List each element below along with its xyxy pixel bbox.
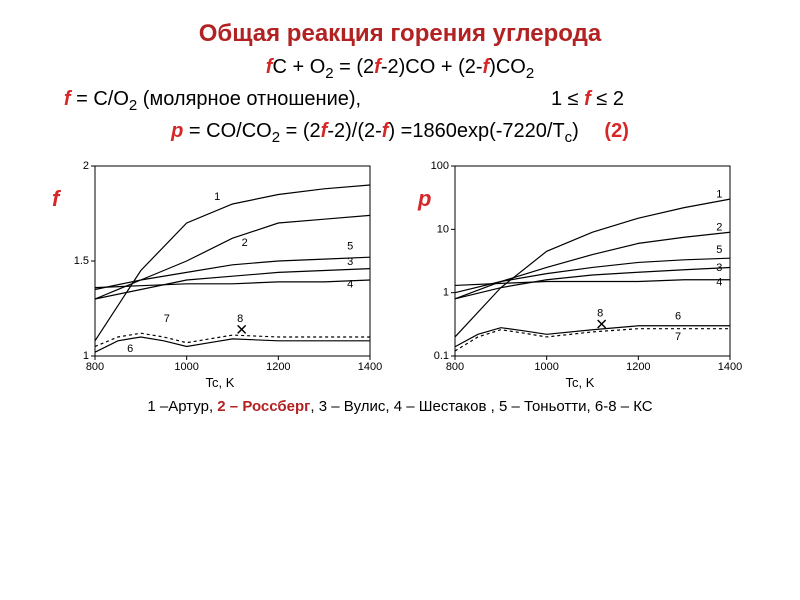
eq-sub2: 2 (325, 65, 333, 82)
chart-left-ylabel: f (52, 186, 59, 212)
svg-text:800: 800 (446, 361, 464, 373)
svg-text:5: 5 (347, 241, 353, 253)
peq-sub2: 2 (272, 129, 280, 146)
svg-text:2: 2 (716, 222, 722, 234)
peq-p3: = (2 (280, 120, 321, 142)
peq-p5: ) =1860exp(-7220/T (388, 120, 564, 142)
p-equation: p = CO/CO2 = (2f-2)/(2-f) =1860exp(-7220… (30, 120, 770, 146)
chart-right-xlabel: Tc, K (566, 375, 595, 390)
f-sym2: f (374, 56, 381, 78)
peq-p1: = CO/CO (183, 120, 271, 142)
svg-text:1: 1 (214, 191, 220, 203)
svg-text:4: 4 (347, 279, 353, 291)
eq-p4: -2)CO + (2- (381, 56, 483, 78)
svg-text:8: 8 (237, 313, 243, 325)
svg-text:10: 10 (437, 223, 449, 235)
svg-text:1000: 1000 (534, 361, 558, 373)
equation-number: (2) (604, 120, 628, 142)
f-sym4: f (64, 88, 71, 110)
f-definition-row: f = C/O2 (молярное отношение), 1 ≤ f ≤ 2 (30, 88, 770, 114)
legend-p1: 1 –Артур, (147, 398, 217, 415)
chart-right-ylabel: p (418, 186, 431, 212)
svg-text:7: 7 (164, 313, 170, 325)
svg-text:1000: 1000 (174, 361, 198, 373)
f-sym5: f (584, 88, 591, 110)
svg-text:7: 7 (675, 331, 681, 343)
svg-text:1: 1 (443, 287, 449, 299)
eq-p3: = (2 (334, 56, 375, 78)
svg-text:1.5: 1.5 (74, 255, 89, 267)
chart-left-xlabel: Tc, K (206, 375, 235, 390)
svg-text:1200: 1200 (266, 361, 290, 373)
fdef-sub: 2 (129, 97, 137, 114)
svg-text:0.1: 0.1 (434, 350, 449, 362)
eq-p5: )CO (489, 56, 526, 78)
legend-p2: , 3 – Вулис, 4 – Шестаков , 5 – Тоньотти… (310, 398, 652, 415)
eq-sub6: 2 (526, 65, 534, 82)
svg-text:6: 6 (675, 310, 681, 322)
peq-p7: ) (572, 120, 579, 142)
fdef-p1: = C/O (71, 88, 129, 110)
svg-text:1400: 1400 (718, 361, 742, 373)
svg-text:2: 2 (242, 237, 248, 249)
svg-text:800: 800 (86, 361, 104, 373)
svg-text:2: 2 (83, 160, 89, 172)
series-legend: 1 –Артур, 2 – Россберг, 3 – Вулис, 4 – Ш… (30, 398, 770, 415)
svg-text:5: 5 (716, 244, 722, 256)
svg-text:100: 100 (431, 160, 449, 172)
svg-text:3: 3 (716, 262, 722, 274)
svg-text:1: 1 (83, 350, 89, 362)
peq-p4: -2)/(2- (327, 120, 381, 142)
f-definition: f = C/O2 (молярное отношение), (30, 88, 395, 114)
svg-text:8: 8 (597, 308, 603, 320)
chart-left: f 80010001200140011.5212534768 Tc, K (50, 156, 390, 386)
charts-row: f 80010001200140011.5212534768 Tc, K p 8… (30, 156, 770, 386)
fdef-p3: (молярное отношение), (137, 88, 361, 110)
chart-right: p 8001000120014000.111010012534678 Tc, K (410, 156, 750, 386)
svg-text:1200: 1200 (626, 361, 650, 373)
svg-text:1: 1 (716, 188, 722, 200)
svg-text:6: 6 (127, 343, 133, 355)
svg-text:1400: 1400 (358, 361, 382, 373)
legend-rossberg: 2 – Россберг (217, 398, 310, 415)
page-title: Общая реакция горения углерода (30, 20, 770, 48)
svg-text:3: 3 (347, 256, 353, 268)
eq-p1: C + O (272, 56, 325, 78)
main-equation: fC + O2 = (2f-2)CO + (2-f)CO2 (30, 56, 770, 82)
p-sym: p (171, 120, 183, 142)
svg-text:4: 4 (716, 276, 722, 288)
f-range: 1 ≤ f ≤ 2 (405, 88, 770, 114)
